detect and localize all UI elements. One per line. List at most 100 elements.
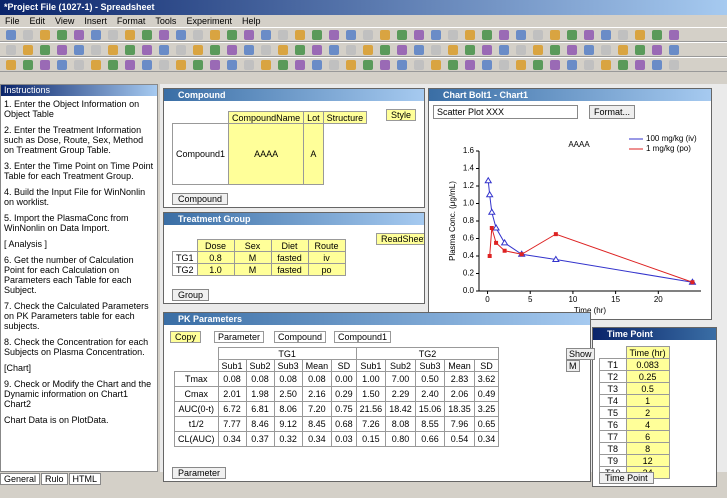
toolbar-icon[interactable] xyxy=(278,60,288,70)
toolbar-icon[interactable] xyxy=(601,45,611,55)
toolbar-icon[interactable] xyxy=(431,45,441,55)
toolbar-icon[interactable] xyxy=(550,30,560,40)
toolbar-icon[interactable] xyxy=(193,45,203,55)
toolbar-icon[interactable] xyxy=(244,45,254,55)
toolbar-icon[interactable] xyxy=(584,30,594,40)
menu-item[interactable]: Experiment xyxy=(186,16,232,26)
toolbar-icon[interactable] xyxy=(6,45,16,55)
toolbar-icon[interactable] xyxy=(159,30,169,40)
menu-item[interactable]: Insert xyxy=(84,16,107,26)
button[interactable]: ReadSheet xyxy=(376,233,425,245)
toolbar-icon[interactable] xyxy=(227,60,237,70)
toolbar-icon[interactable] xyxy=(635,45,645,55)
toolbar-icon[interactable] xyxy=(40,60,50,70)
toolbar-icon[interactable] xyxy=(210,30,220,40)
toolbar-icon[interactable] xyxy=(635,60,645,70)
toolbar-icon[interactable] xyxy=(261,30,271,40)
toolbar-icon[interactable] xyxy=(584,45,594,55)
toolbar-icon[interactable] xyxy=(74,30,84,40)
toolbar-icon[interactable] xyxy=(244,60,254,70)
toolbar-icon[interactable] xyxy=(431,60,441,70)
button[interactable]: Style xyxy=(386,109,416,121)
toolbar-icon[interactable] xyxy=(414,30,424,40)
toolbar-icon[interactable] xyxy=(312,30,322,40)
toolbar-icon[interactable] xyxy=(465,45,475,55)
toolbar-icon[interactable] xyxy=(363,30,373,40)
filter[interactable]: Parameter xyxy=(214,331,264,343)
tab[interactable]: HTML xyxy=(69,473,102,485)
toolbar-icon[interactable] xyxy=(91,60,101,70)
toolbar-icon[interactable] xyxy=(448,60,458,70)
toolbar-icon[interactable] xyxy=(414,60,424,70)
toolbar-icon[interactable] xyxy=(193,30,203,40)
toolbar-icon[interactable] xyxy=(669,30,679,40)
toolbar-icon[interactable] xyxy=(142,60,152,70)
toolbar-icon[interactable] xyxy=(499,60,509,70)
toolbar-icon[interactable] xyxy=(516,30,526,40)
toolbar-icon[interactable] xyxy=(346,30,356,40)
toolbar-icon[interactable] xyxy=(91,30,101,40)
toolbar-icon[interactable] xyxy=(6,30,16,40)
toolbar-icon[interactable] xyxy=(380,60,390,70)
toolbar-icon[interactable] xyxy=(176,45,186,55)
toolbar-icon[interactable] xyxy=(380,45,390,55)
toolbar-icon[interactable] xyxy=(516,60,526,70)
toolbar-icon[interactable] xyxy=(278,30,288,40)
menu-item[interactable]: Help xyxy=(242,16,261,26)
tab[interactable]: Time Point xyxy=(599,472,654,484)
toolbar-icon[interactable] xyxy=(74,60,84,70)
filter[interactable]: Compound1 xyxy=(334,331,391,343)
format-button[interactable]: Format... xyxy=(589,105,635,119)
toolbar-icon[interactable] xyxy=(295,60,305,70)
toolbar-icon[interactable] xyxy=(142,30,152,40)
toolbar-icon[interactable] xyxy=(159,45,169,55)
toolbar-icon[interactable] xyxy=(635,30,645,40)
tab[interactable]: Compound xyxy=(172,193,228,205)
toolbar-icon[interactable] xyxy=(210,60,220,70)
toolbar-icon[interactable] xyxy=(567,45,577,55)
toolbar-icon[interactable] xyxy=(533,30,543,40)
toolbar-icon[interactable] xyxy=(533,60,543,70)
toolbar-icon[interactable] xyxy=(482,30,492,40)
toolbar-icon[interactable] xyxy=(516,45,526,55)
toolbar-icon[interactable] xyxy=(261,60,271,70)
toolbar-icon[interactable] xyxy=(346,60,356,70)
toolbar-icon[interactable] xyxy=(482,60,492,70)
toolbar-icon[interactable] xyxy=(159,60,169,70)
toolbar-icon[interactable] xyxy=(669,60,679,70)
toolbar-icon[interactable] xyxy=(278,45,288,55)
tab[interactable]: Rulo xyxy=(41,473,68,485)
menu-item[interactable]: File xyxy=(5,16,20,26)
toolbar-icon[interactable] xyxy=(329,30,339,40)
toolbar-icon[interactable] xyxy=(108,30,118,40)
toolbar-icon[interactable] xyxy=(91,45,101,55)
toolbar-icon[interactable] xyxy=(312,45,322,55)
toolbar-icon[interactable] xyxy=(57,45,67,55)
toolbar-icon[interactable] xyxy=(295,30,305,40)
toolbar-icon[interactable] xyxy=(397,45,407,55)
toolbar-icon[interactable] xyxy=(397,60,407,70)
toolbar-icon[interactable] xyxy=(23,45,33,55)
toolbar-icon[interactable] xyxy=(550,45,560,55)
toolbar-icon[interactable] xyxy=(448,30,458,40)
toolbar-icon[interactable] xyxy=(176,30,186,40)
toolbar-icon[interactable] xyxy=(669,45,679,55)
toolbar-icon[interactable] xyxy=(261,45,271,55)
toolbar-icon[interactable] xyxy=(346,45,356,55)
toolbar-icon[interactable] xyxy=(567,60,577,70)
toolbar-icon[interactable] xyxy=(329,45,339,55)
toolbar-icon[interactable] xyxy=(499,45,509,55)
toolbar-icon[interactable] xyxy=(23,30,33,40)
filter[interactable]: Compound xyxy=(274,331,326,343)
toolbar-icon[interactable] xyxy=(431,30,441,40)
button[interactable]: Copy xyxy=(170,331,201,343)
toolbar-icon[interactable] xyxy=(652,45,662,55)
toolbar-icon[interactable] xyxy=(618,30,628,40)
toolbar-icon[interactable] xyxy=(482,45,492,55)
toolbar-icon[interactable] xyxy=(329,60,339,70)
toolbar-icon[interactable] xyxy=(57,60,67,70)
menu-item[interactable]: Edit xyxy=(30,16,46,26)
toolbar-icon[interactable] xyxy=(57,30,67,40)
toolbar-icon[interactable] xyxy=(567,30,577,40)
toolbar-icon[interactable] xyxy=(363,60,373,70)
